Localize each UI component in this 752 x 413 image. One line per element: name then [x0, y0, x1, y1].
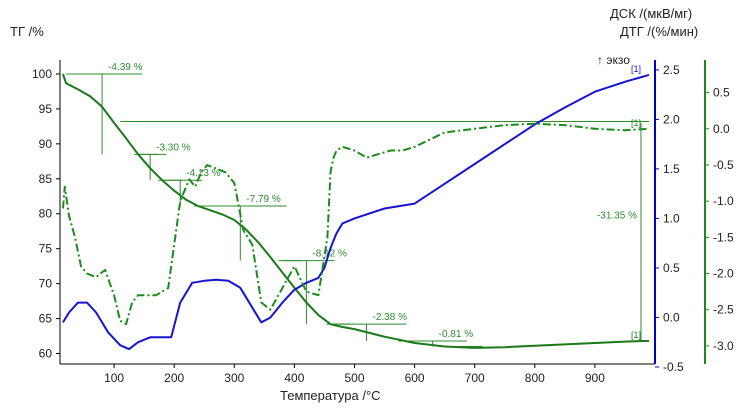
x-tick-label: 700	[465, 371, 485, 385]
annotation-label: -4.39 %	[108, 62, 143, 73]
dtg-axis-label: ДТГ /(%/мин)	[620, 24, 698, 39]
x-tick-label: 900	[585, 371, 605, 385]
dsc-tick-label: 1.5	[663, 162, 680, 176]
series-end-marker: [1]	[631, 330, 641, 340]
tg-tick-label: 60	[39, 347, 53, 361]
tg-tick-label: 70	[39, 277, 53, 291]
x-tick-label: 500	[344, 371, 364, 385]
dsc-axis-label: ДСК /(мкВ/мг)	[610, 6, 692, 21]
series-end-marker: [1]	[631, 118, 641, 128]
tg-tick-label: 100	[32, 67, 52, 81]
x-tick-label: 400	[284, 371, 304, 385]
annotation-label: -0.81 %	[439, 329, 474, 340]
annotation-label: -3.30 %	[156, 142, 191, 153]
x-tick-label: 200	[164, 371, 184, 385]
series-end-marker: [1]	[631, 64, 641, 74]
annotation-label: -2.38 %	[373, 312, 408, 323]
annotation-label: -7.79 %	[246, 194, 281, 205]
dsc-axis-ticks: -0.5 0.0 0.5 1.0 1.5 2.0 2.5	[655, 63, 684, 374]
dtg-tick-label: -1.0	[713, 194, 734, 208]
dsc-tick-label: 0.5	[663, 261, 680, 275]
x-axis-label: Температура /°C	[280, 388, 381, 403]
series-lines: [1] [1] [1]	[62, 64, 650, 351]
annotation-label: -4.13 %	[186, 168, 221, 179]
series-line-dsc	[62, 73, 650, 351]
dtg-tick-label: 0.0	[713, 122, 730, 136]
tg-axis-label: ТГ /%	[10, 24, 44, 39]
dtg-tick-label: -1.5	[713, 230, 734, 244]
dtg-tick-label: -3.0	[713, 339, 734, 353]
x-axis-ticks: 100 200 300 400 500 600 700 800 900	[104, 364, 605, 385]
dsc-tick-label: 0.0	[663, 310, 680, 324]
tg-tick-label: 65	[39, 312, 53, 326]
dsc-tick-label: 2.0	[663, 112, 680, 126]
annotation-label: -31.35 %	[597, 211, 637, 222]
dsc-tick-label: -0.5	[663, 360, 684, 374]
dtg-tick-label: 0.5	[713, 86, 730, 100]
tg-tick-label: 95	[39, 102, 53, 116]
tg-tick-label: 85	[39, 172, 53, 186]
dtg-tick-label: -2.0	[713, 267, 734, 281]
dtg-tick-label: -2.5	[713, 303, 734, 317]
exo-label: ↑ экзо	[597, 53, 630, 67]
series-line-tg	[62, 73, 650, 349]
plot-frame	[59, 60, 706, 365]
tg-tick-label: 80	[39, 207, 53, 221]
x-tick-label: 100	[104, 371, 124, 385]
tg-tick-label: 75	[39, 242, 53, 256]
dtg-tick-label: -0.5	[713, 158, 734, 172]
dtg-axis-ticks: -3.0 -2.5 -2.0 -1.5 -1.0 -0.5 0.0 0.5	[705, 86, 734, 353]
x-tick-label: 800	[525, 371, 545, 385]
tg-tick-label: 90	[39, 137, 53, 151]
dsc-tick-label: 2.5	[663, 63, 680, 77]
series-line-dtg	[62, 122, 650, 326]
x-tick-label: 600	[405, 371, 425, 385]
dsc-tick-label: 1.0	[663, 211, 680, 225]
x-tick-label: 300	[224, 371, 244, 385]
tg-axis-ticks: 60 65 70 75 80 85 90 95 100	[32, 67, 60, 361]
step-annotations: -4.39 %-3.30 %-4.13 %-7.79 %-8.12 %-2.38…	[66, 62, 649, 348]
